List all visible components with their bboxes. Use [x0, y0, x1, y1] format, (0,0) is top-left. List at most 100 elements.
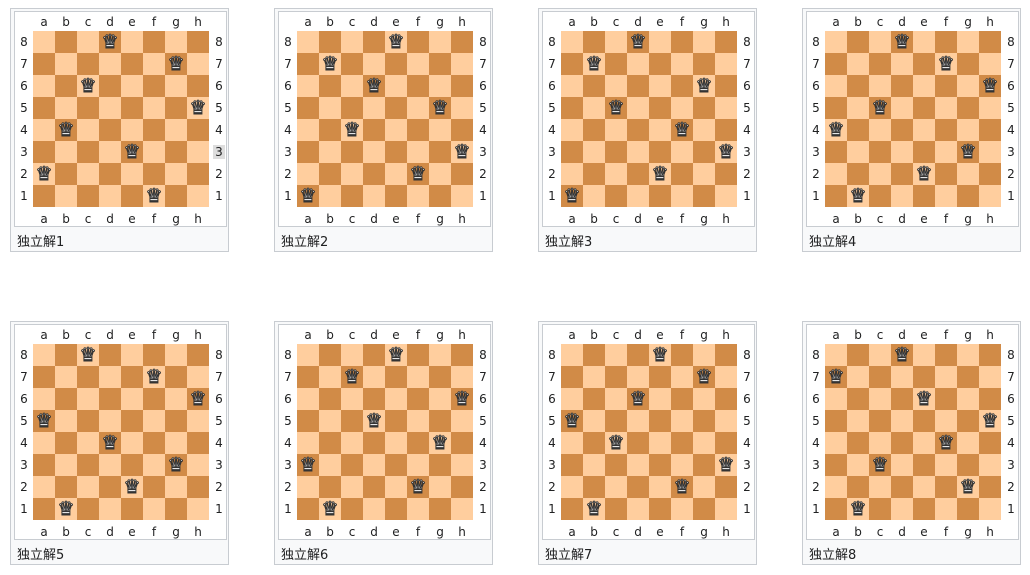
top-file-label: b — [854, 15, 862, 29]
chessboard-image[interactable]: ♛ ♛ ♛ ♛ ♛ ♛ ♛ ♛ a a b b c c d d e e f f g g h h 8 8 7 7 6 6 5 5 4 4 3 3 2 2 1 1 — [278, 324, 491, 540]
square-e3 — [913, 141, 935, 163]
square-c4 — [605, 119, 627, 141]
square-c8 — [869, 31, 891, 53]
left-rank-label: 1 — [812, 502, 820, 516]
square-g5 — [693, 410, 715, 432]
chessboard-image[interactable]: ♛ ♛ ♛ ♛ ♛ ♛ ♛ ♛ a a b b c c d d e e f f g g h h 8 8 7 7 6 6 5 5 4 4 3 3 2 2 1 1 — [806, 324, 1019, 540]
white-queen-icon: ♛ — [585, 498, 603, 521]
white-queen-icon: ♛ — [343, 366, 361, 389]
square-e8 — [913, 31, 935, 53]
square-f4 — [143, 432, 165, 454]
top-file-label: e — [392, 328, 400, 342]
square-e2 — [121, 163, 143, 185]
square-e5 — [913, 97, 935, 119]
top-file-label: c — [348, 328, 356, 342]
square-h1 — [451, 498, 473, 520]
square-a2: ♛ — [33, 163, 55, 186]
square-b8 — [583, 31, 605, 53]
square-b7: ♛ — [583, 53, 605, 76]
square-h2 — [715, 163, 737, 185]
square-b6 — [319, 75, 341, 97]
white-queen-icon: ♛ — [409, 163, 427, 186]
chessboard-image[interactable]: ♛ ♛ ♛ ♛ ♛ ♛ ♛ ♛ a a b b c c d d e e f f g g h h 8 8 7 7 6 6 5 5 4 4 3 3 2 2 1 1 — [14, 324, 227, 540]
bottom-file-label: a — [304, 525, 312, 539]
square-a4 — [561, 119, 583, 141]
square-g3: ♛ — [957, 141, 979, 164]
top-file-label: e — [920, 328, 928, 342]
bottom-file-label: g — [172, 525, 180, 539]
right-rank-label: 3 — [479, 145, 487, 159]
square-e6 — [649, 75, 671, 97]
square-c6: ♛ — [77, 75, 99, 98]
white-queen-icon: ♛ — [849, 498, 867, 521]
square-d5 — [627, 97, 649, 119]
left-rank-label: 2 — [20, 480, 28, 494]
square-c4 — [77, 119, 99, 141]
square-c6 — [341, 388, 363, 410]
square-h8 — [451, 344, 473, 366]
square-f1 — [935, 185, 957, 207]
square-b7: ♛ — [319, 53, 341, 76]
square-c3 — [77, 454, 99, 476]
square-e4 — [913, 432, 935, 454]
right-rank-label: 7 — [479, 370, 487, 384]
top-file-label: c — [84, 328, 92, 342]
square-c4: ♛ — [605, 432, 627, 455]
square-f6 — [935, 75, 957, 97]
white-queen-icon: ♛ — [101, 31, 119, 54]
square-b4 — [319, 432, 341, 454]
top-file-label: c — [876, 15, 884, 29]
square-f8 — [935, 344, 957, 366]
square-e3 — [649, 141, 671, 163]
square-d5 — [99, 97, 121, 119]
square-g4 — [165, 432, 187, 454]
chessboard-image[interactable]: ♛ ♛ ♛ ♛ ♛ ♛ ♛ ♛ a a b b c c d d e e f f g g h h 8 8 7 7 6 6 5 5 4 4 3 3 2 2 1 1 — [806, 11, 1019, 227]
right-rank-label: 3 — [743, 145, 751, 159]
square-a1 — [561, 498, 583, 520]
square-e6 — [385, 388, 407, 410]
square-h5 — [979, 97, 1001, 119]
chessboard-image[interactable]: ♛ ♛ ♛ ♛ ♛ ♛ ♛ ♛ a a b b c c d d e e f f g g h h 8 8 7 7 6 6 5 5 4 4 3 3 2 2 1 1 — [278, 11, 491, 227]
top-file-label: a — [568, 15, 576, 29]
square-c3 — [341, 454, 363, 476]
square-f2: ♛ — [407, 476, 429, 499]
square-d5 — [363, 97, 385, 119]
square-g3 — [693, 141, 715, 163]
square-b2 — [319, 163, 341, 185]
square-h7 — [187, 366, 209, 388]
chessboard: ♛ ♛ ♛ ♛ ♛ ♛ ♛ ♛ — [33, 344, 209, 521]
left-rank-label: 1 — [284, 502, 292, 516]
square-f8 — [143, 344, 165, 366]
left-rank-label: 3 — [284, 458, 292, 472]
top-file-label: e — [656, 328, 664, 342]
square-f2 — [143, 476, 165, 498]
right-rank-label: 1 — [479, 189, 487, 203]
square-f6 — [407, 388, 429, 410]
left-rank-label: 6 — [548, 79, 556, 93]
square-e1 — [121, 185, 143, 207]
square-f5 — [407, 97, 429, 119]
left-rank-label: 4 — [284, 123, 292, 137]
solution-caption: 独立解8 — [809, 548, 857, 563]
square-f2 — [671, 163, 693, 185]
square-f5 — [143, 410, 165, 432]
square-a2 — [33, 476, 55, 498]
square-e6 — [121, 75, 143, 97]
square-h3 — [187, 454, 209, 476]
square-h1 — [187, 498, 209, 520]
square-c6 — [77, 388, 99, 410]
square-b1: ♛ — [55, 498, 77, 521]
chessboard-image[interactable]: ♛ ♛ ♛ ♛ ♛ ♛ ♛ ♛ a a b b c c d d e e f f g g h h 8 8 7 7 6 6 5 5 4 4 3 3 2 2 1 1 — [542, 11, 755, 227]
right-rank-label: 8 — [743, 35, 751, 49]
chessboard-image[interactable]: ♛ ♛ ♛ ♛ ♛ ♛ ♛ ♛ a a b b c c d d e e f f g g h h 8 8 7 7 6 6 5 5 4 4 3 3 2 2 1 1 — [14, 11, 227, 227]
square-g5 — [693, 97, 715, 119]
square-f1 — [143, 498, 165, 520]
chessboard-image[interactable]: ♛ ♛ ♛ ♛ ♛ ♛ ♛ ♛ a a b b c c d d e e f f g g h h 8 8 7 7 6 6 5 5 4 4 3 3 2 2 1 1 — [542, 324, 755, 540]
square-g1 — [957, 185, 979, 207]
bottom-file-label: g — [436, 525, 444, 539]
left-rank-label: 7 — [812, 57, 820, 71]
square-b8 — [319, 344, 341, 366]
top-file-label: h — [194, 15, 202, 29]
right-rank-label: 4 — [1007, 436, 1015, 450]
square-d6 — [99, 388, 121, 410]
